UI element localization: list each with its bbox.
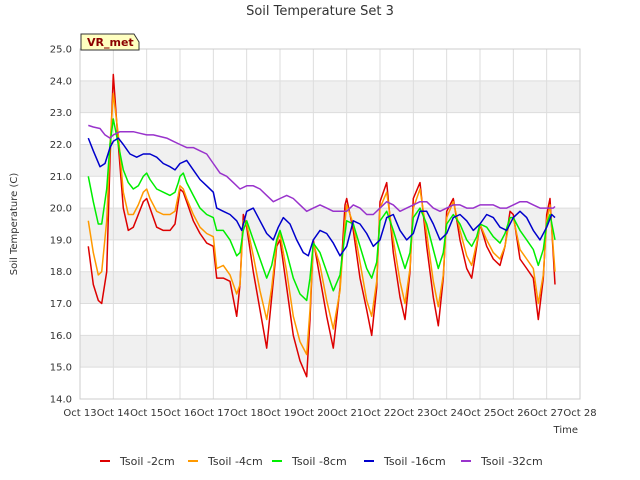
x-tick-label: Oct 19 xyxy=(263,408,296,419)
site-label-badge: VR_met xyxy=(80,33,140,51)
plot-band xyxy=(80,176,580,209)
legend-label-tsoil-4cm: Tsoil -4cm xyxy=(207,455,263,468)
site-label-box xyxy=(80,33,140,51)
plot-area-border xyxy=(79,48,581,400)
x-tick-label: Oct 17 xyxy=(197,408,230,419)
x-tick-label: Oct 13 xyxy=(63,408,96,419)
plot-band xyxy=(80,49,580,81)
y-tick-label: 19.0 xyxy=(50,235,72,246)
legend-label-tsoil-2cm: Tsoil -2cm xyxy=(119,455,175,468)
y-tick-label: 25.0 xyxy=(50,45,72,56)
x-tick-label: Oct 15 xyxy=(130,408,163,419)
plot-band xyxy=(80,367,580,399)
y-tick-label: 20.0 xyxy=(50,204,72,215)
y-tick-label: 24.0 xyxy=(50,76,72,87)
plot-band xyxy=(80,208,580,240)
y-tick-label: 17.0 xyxy=(50,299,72,310)
x-axis-label: Time xyxy=(553,425,578,436)
y-axis-label: Soil Temperature (C) xyxy=(9,173,20,276)
x-tick-label: Oct 27 xyxy=(530,408,563,419)
legend: Tsoil -2cm Tsoil -4cm Tsoil -8cm Tsoil -16c… xyxy=(100,455,543,468)
plot-background-bands xyxy=(80,49,580,399)
x-tick-label: Oct 28 xyxy=(563,408,596,419)
series-line-tsoil-8cm xyxy=(87,118,556,302)
legend-label-tsoil-32cm: Tsoil -32cm xyxy=(480,455,543,468)
y-tick-label: 15.0 xyxy=(50,363,72,374)
plot-band xyxy=(80,112,580,145)
y-tick-label: 21.0 xyxy=(50,172,72,183)
y-tick-label: 22.0 xyxy=(50,140,72,151)
legend-label-tsoil-16cm: Tsoil -16cm xyxy=(383,455,446,468)
y-tick-label: 16.0 xyxy=(50,331,72,342)
y-tick-label: 23.0 xyxy=(50,108,72,119)
x-tick-label: Oct 22 xyxy=(363,408,396,419)
x-tick-label: Oct 21 xyxy=(330,408,363,419)
plot-band xyxy=(80,335,580,368)
chart-title: Soil Temperature Set 3 xyxy=(246,4,394,19)
y-tick-label: 14.0 xyxy=(50,395,72,406)
plot-band xyxy=(80,144,580,177)
y-tick-label: 18.0 xyxy=(50,267,72,278)
x-tick-label: Oct 23 xyxy=(397,408,430,419)
x-axis-tick-labels: Oct 13 Oct 14 Oct 15 Oct 16 Oct 17 Oct 18 Oct … xyxy=(63,408,596,419)
site-label: VR_met xyxy=(87,36,134,49)
y-axis-tick-labels: 14.0 15.0 16.0 17.0 18.0 19.0 20.0 21.0 22.0 23.0… xyxy=(50,45,72,406)
x-tick-label: Oct 20 xyxy=(297,408,330,419)
series-line-tsoil-4cm xyxy=(87,92,556,356)
legend-label-tsoil-8cm: Tsoil -8cm xyxy=(291,455,347,468)
series-line-tsoil-16cm xyxy=(87,137,556,257)
plot-band xyxy=(80,271,580,304)
x-tick-label: Oct 16 xyxy=(163,408,196,419)
series-line-tsoil-32cm xyxy=(88,124,556,216)
x-tick-label: Oct 26 xyxy=(497,408,530,419)
plot-band xyxy=(80,80,580,113)
x-tick-label: Oct 24 xyxy=(430,408,463,419)
x-tick-label: Oct 25 xyxy=(463,408,496,419)
x-tick-label: Oct 14 xyxy=(97,408,130,419)
x-tick-label: Oct 18 xyxy=(230,408,263,419)
series-lines xyxy=(87,73,556,378)
